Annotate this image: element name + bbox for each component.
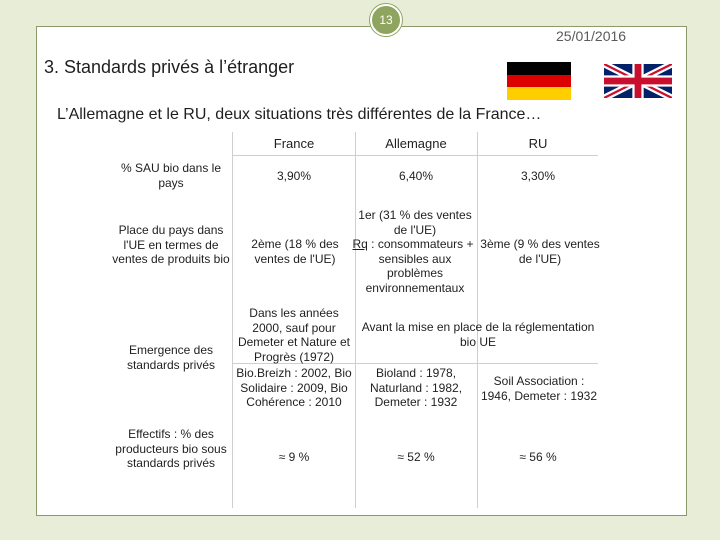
column-header-allemagne: Allemagne	[385, 136, 447, 151]
cell-allemagne-place-line: 1er (31 % des ventes	[358, 208, 472, 222]
row-label-emergence: Emergence des standards privés	[126, 343, 216, 372]
page-title: 3. Standards privés à l’étranger	[44, 57, 295, 77]
cell-allemagne-place-line: environnementaux	[365, 280, 465, 295]
row-label-effectifs: Effectifs : % des producteurs bio sous s…	[115, 427, 227, 470]
cell-ru-place: 3ème (9 % des ventes de l'UE)	[480, 237, 600, 266]
table-rule	[232, 132, 233, 508]
slide-date: 25/01/2016	[556, 28, 627, 44]
cell-allemagne-place-line: Rq : consommateurs +	[352, 237, 474, 251]
cell-allemagne-place-line: problèmes	[386, 266, 444, 280]
cell-allemagne-effectifs: ≈ 52 %	[397, 450, 435, 464]
cell-allemagne-emergence-b: Bioland : 1978, Naturland : 1982, Demete…	[369, 366, 463, 409]
note-prefix: Rq	[352, 237, 368, 251]
cell-france-emergence-a: Dans les années 2000, sauf pour Demeter …	[237, 306, 351, 364]
table-rule	[232, 155, 598, 156]
cell-france-sau: 3,90%	[276, 169, 312, 183]
slide-subtitle: L’Allemagne et le RU, deux situations tr…	[57, 106, 542, 123]
cell-ru-emergence-b: Soil Association : 1946, Demeter : 1932	[480, 374, 598, 403]
cell-allemagne-place-line: sensibles aux	[378, 251, 452, 266]
table-rule	[477, 132, 478, 508]
germany-flag	[507, 62, 571, 100]
slide-number: 13	[370, 4, 402, 36]
cell-ru-effectifs: ≈ 56 %	[519, 450, 557, 464]
uk-flag	[604, 64, 672, 98]
row-label-sau: % SAU bio dans le pays	[120, 161, 222, 190]
cell-france-place: 2ème (18 % des ventes de l'UE)	[251, 237, 339, 266]
cell-france-effectifs: ≈ 9 %	[278, 450, 310, 464]
cell-france-emergence-b: Bio.Breizh : 2002, Bio Solidaire : 2009,…	[236, 366, 352, 409]
table-rule	[355, 132, 356, 508]
row-label-place: Place du pays dans l'UE en termes de ven…	[112, 223, 230, 266]
column-header-ru: RU	[528, 136, 548, 151]
table-rule	[232, 363, 598, 364]
column-header-france: France	[273, 136, 315, 151]
cell-allemagne-place: 1er (31 % des ventes de l'UE) Rq : conso…	[340, 208, 490, 295]
cell-allemagne-place-line: de l'UE)	[393, 222, 437, 237]
cell-allemagne-sau: 6,40%	[398, 169, 434, 183]
cell-ru-sau: 3,30%	[520, 169, 556, 183]
cell-de-ru-emergence-merged: Avant la mise en place de la réglementat…	[361, 320, 595, 349]
slide-frame	[36, 26, 687, 516]
